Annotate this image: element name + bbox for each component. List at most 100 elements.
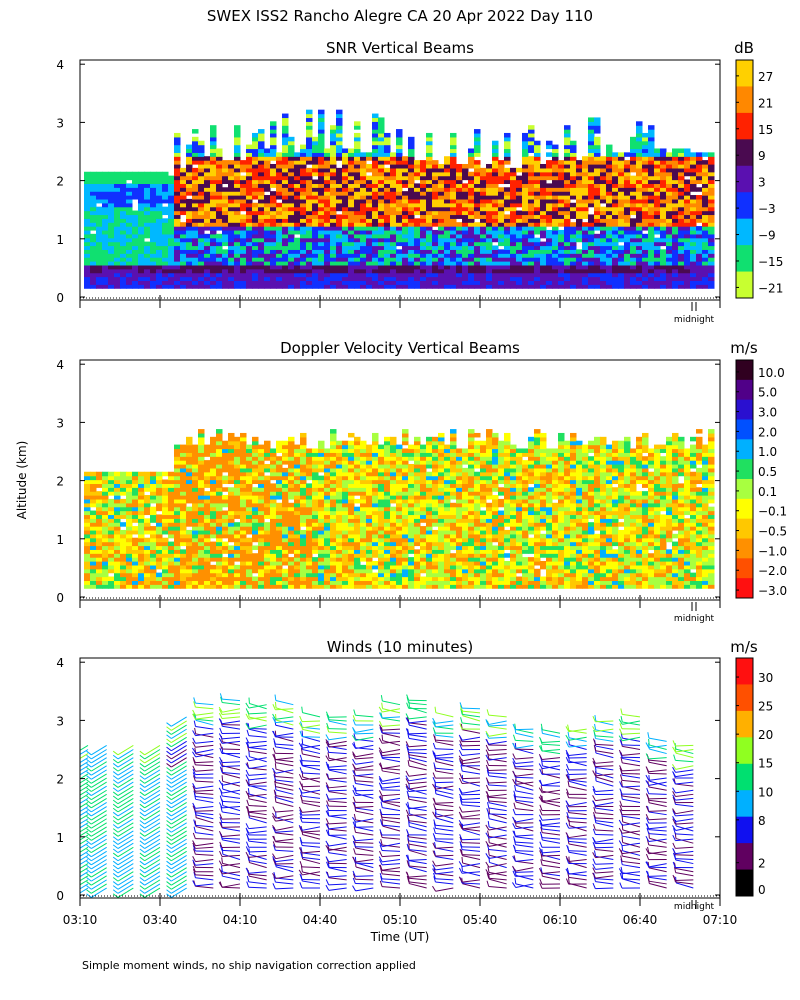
snr-cell [630,257,637,262]
snr-cell [534,144,541,150]
snr-cell [612,179,619,185]
snr-cell [204,210,211,216]
snr-cell [534,272,541,278]
snr-cell [186,226,193,231]
snr-cell [318,163,325,169]
doppler-cell [162,541,169,547]
doppler-cell [180,460,187,465]
doppler-cell [84,495,91,500]
snr-cell [264,229,271,235]
snr-cell [120,187,127,192]
doppler-cell [282,541,289,547]
colorbar-label: −3 [758,202,776,216]
snr-cell [270,171,277,177]
doppler-cell [246,460,253,465]
doppler-cell [150,498,157,504]
doppler-cell [246,514,253,519]
snr-cell [318,179,325,185]
doppler-cell [126,495,133,500]
snr-cell [546,280,553,285]
snr-cell [306,202,313,208]
snr-cell [240,268,247,274]
snr-cell [612,195,619,200]
snr-cell [456,214,463,219]
snr-cell [270,245,277,250]
snr-cell [330,229,337,235]
snr-cell [108,195,115,200]
snr-cell [666,152,673,157]
snr-cell [432,245,439,250]
snr-cell [174,144,181,150]
doppler-cell [276,529,283,535]
snr-cell [162,280,169,285]
snr-cell [366,249,373,254]
snr-cell [258,241,265,247]
snr-cell [384,218,391,223]
snr-cell [360,245,367,250]
snr-cell [666,264,673,270]
snr-cell [582,280,589,285]
snr-cell [384,202,391,208]
snr-cell [216,183,223,188]
snr-cell [186,222,193,227]
snr-cell [372,171,379,177]
snr-cell [168,187,175,192]
snr-cell [462,264,469,270]
snr-cell [522,222,529,227]
snr-cell [252,284,259,289]
doppler-cell [210,471,217,477]
snr-cell [666,187,673,192]
snr-cell [564,237,571,243]
snr-cell [528,136,535,142]
snr-cell [198,280,205,285]
snr-cell [372,160,379,165]
doppler-cell [198,533,205,539]
snr-cell [546,222,553,227]
snr-cell [552,260,559,266]
doppler-cell [144,560,151,566]
snr-cell [618,171,625,177]
snr-cell [126,260,133,266]
snr-cell [180,264,187,270]
snr-cell [258,222,265,227]
snr-cell [438,171,445,177]
snr-cell [384,268,391,274]
doppler-cell [138,557,145,562]
snr-cell [456,237,463,243]
snr-cell [138,226,145,231]
doppler-cell [186,463,193,469]
snr-cell [384,260,391,266]
snr-cell [582,237,589,243]
snr-cell [486,241,493,247]
snr-cell [342,257,349,262]
snr-cell [318,245,325,250]
doppler-cell [276,463,283,469]
snr-cell [360,264,367,270]
snr-cell [642,163,649,169]
snr-cell [348,280,355,285]
snr-cell [480,202,487,208]
snr-cell [528,237,535,243]
snr-cell [630,237,637,243]
doppler-cell [288,522,295,527]
snr-cell [324,237,331,243]
snr-cell [528,191,535,196]
snr-cell [216,257,223,262]
snr-cell [402,253,409,258]
snr-cell [282,171,289,177]
snr-cell [684,191,691,196]
doppler-cell [168,557,175,562]
snr-cell [696,198,703,204]
snr-cell [504,140,511,146]
snr-cell [654,276,661,282]
snr-cell [708,160,715,165]
snr-cell [234,125,241,130]
snr-cell [696,218,703,223]
snr-cell [426,191,433,196]
snr-cell [360,257,367,262]
snr-cell [276,171,283,177]
snr-cell [234,148,241,153]
snr-cell [84,249,91,254]
snr-cell [540,241,547,247]
doppler-cell [234,584,241,589]
